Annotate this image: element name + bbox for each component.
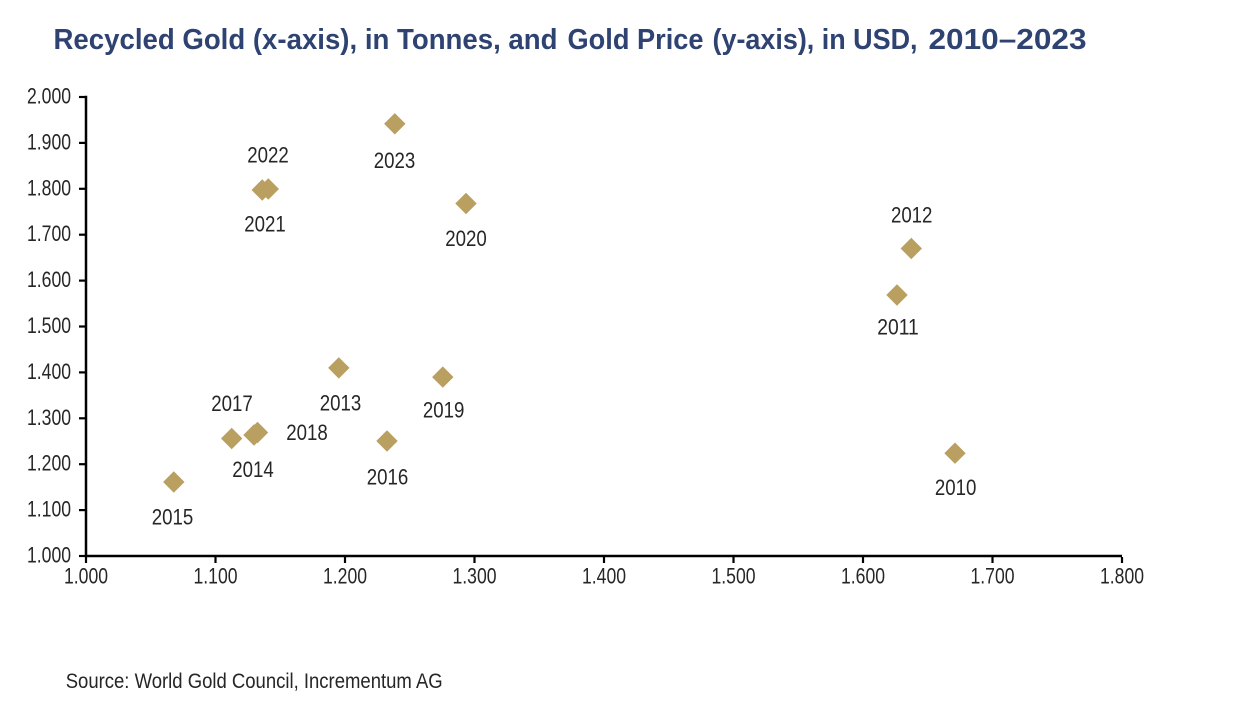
svg-text:1.500: 1.500	[27, 313, 71, 338]
svg-text:1.000: 1.000	[64, 564, 108, 589]
svg-text:2013: 2013	[320, 391, 362, 416]
svg-text:2018: 2018	[286, 420, 328, 445]
svg-text:2017: 2017	[211, 391, 253, 416]
svg-text:1.200: 1.200	[323, 564, 367, 589]
svg-text:2021: 2021	[244, 212, 286, 237]
svg-text:2014: 2014	[232, 457, 274, 482]
svg-text:2011: 2011	[877, 315, 919, 340]
svg-text:1.100: 1.100	[194, 564, 238, 589]
svg-text:2010–2023: 2010–2023	[929, 24, 1087, 56]
svg-text:1.600: 1.600	[27, 267, 71, 292]
svg-text:1.700: 1.700	[971, 564, 1015, 589]
svg-text:Source: World Gold Council, In: Source: World Gold Council, Incrementum …	[66, 670, 443, 693]
svg-text:2015: 2015	[152, 505, 194, 530]
svg-text:1.400: 1.400	[582, 564, 626, 589]
svg-text:1.300: 1.300	[27, 405, 71, 430]
svg-text:1.200: 1.200	[27, 451, 71, 476]
svg-text:2019: 2019	[423, 398, 465, 423]
svg-text:2.000: 2.000	[27, 84, 71, 109]
svg-text:1.100: 1.100	[27, 497, 71, 522]
svg-text:1.600: 1.600	[841, 564, 885, 589]
svg-text:2020: 2020	[445, 226, 487, 251]
svg-text:2023: 2023	[374, 148, 416, 173]
svg-text:1.700: 1.700	[27, 221, 71, 246]
svg-text:2022: 2022	[247, 143, 289, 168]
svg-text:Gold Price: Gold Price	[568, 24, 704, 56]
svg-text:2016: 2016	[367, 465, 409, 490]
svg-text:1.500: 1.500	[712, 564, 756, 589]
svg-text:1.800: 1.800	[27, 175, 71, 200]
svg-text:(y-axis), in USD,: (y-axis), in USD,	[713, 24, 918, 56]
svg-text:1.000: 1.000	[27, 543, 71, 568]
svg-text:Recycled Gold (x-axis), in Ton: Recycled Gold (x-axis), in Tonnes, and	[54, 24, 558, 56]
svg-text:1.800: 1.800	[1100, 564, 1144, 589]
svg-text:1.300: 1.300	[453, 564, 497, 589]
svg-text:1.900: 1.900	[27, 129, 71, 154]
svg-text:2010: 2010	[935, 475, 977, 500]
svg-text:2012: 2012	[891, 203, 933, 228]
svg-text:1.400: 1.400	[27, 359, 71, 384]
